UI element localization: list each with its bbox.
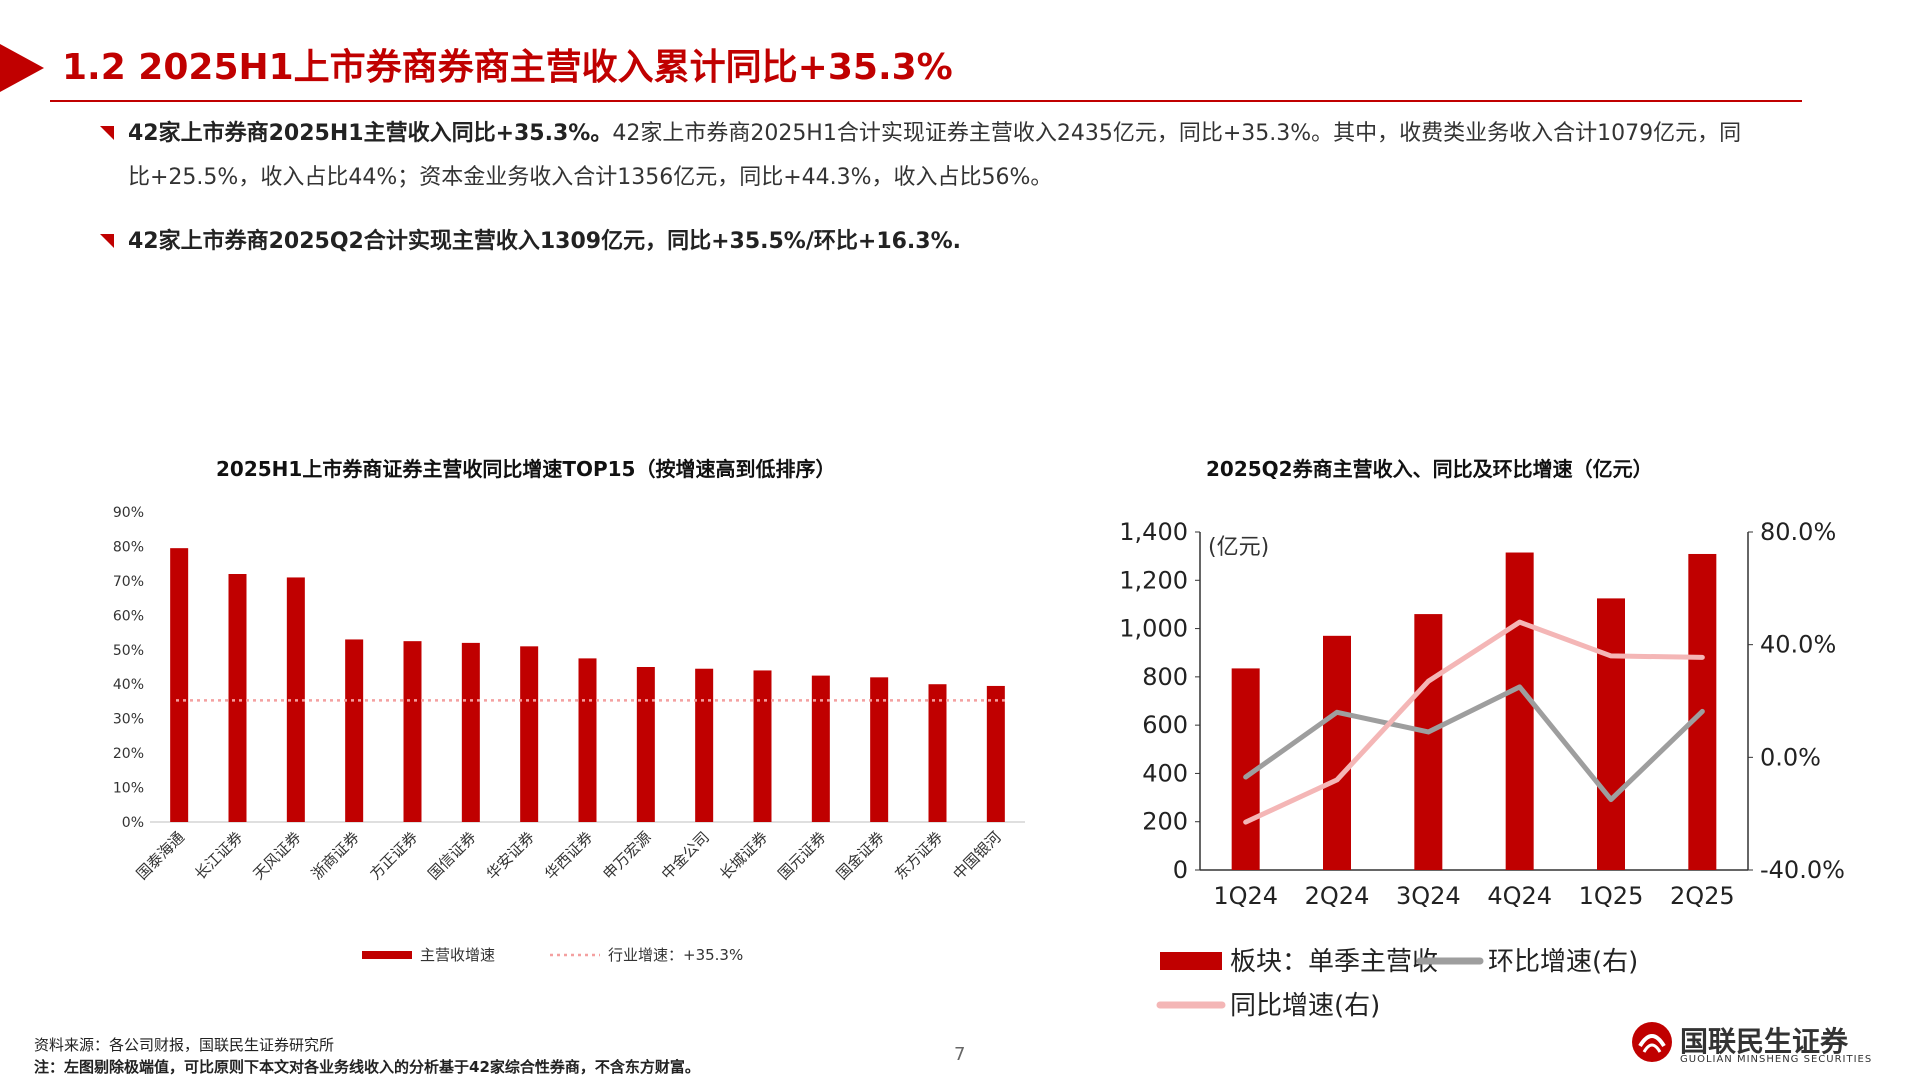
bullet-marker (100, 234, 114, 248)
bar (870, 677, 889, 822)
page-number: 7 (954, 1044, 966, 1065)
left-tick-label: 1,000 (1119, 615, 1188, 643)
y-tick-label: 70% (113, 574, 144, 590)
left-tick-label: 600 (1142, 711, 1188, 739)
bar (578, 658, 597, 822)
x-tick-label: 中金公司 (658, 828, 713, 883)
legend-label: 板块：单季主营收 (1230, 947, 1438, 977)
legend-label: 同比增速(右) (1230, 991, 1380, 1021)
right-combo-chart: 0 200 400 600 800 1,000 1,200 1,400 -40.0% 0.0% 40… (1119, 518, 1845, 1021)
y-tick-label: 40% (113, 677, 144, 693)
x-tick-label: 东方证券 (891, 828, 946, 883)
title-divider (50, 100, 1802, 102)
x-tick-label: 长江证券 (191, 828, 246, 883)
x-tick-label: 中国银河 (949, 828, 1004, 883)
legend-label: 行业增速：+35.3% (608, 946, 743, 964)
bullet-1: 42家上市券商2025H1主营收入同比+35.3%。42家上市券商2025H1合… (100, 112, 1760, 200)
logo-text-en: GUOLIAN MINSHENG SECURITIES (1680, 1054, 1873, 1065)
bar (636, 667, 655, 822)
bar (170, 548, 189, 822)
y-tick-label: 30% (113, 712, 144, 728)
legend-label: 主营收增速 (420, 946, 495, 964)
x-tick-label: 申万宏源 (599, 828, 654, 883)
left-tick-label: 200 (1142, 808, 1188, 836)
source-note: 资料来源：各公司财报，国联民生证券研究所 (34, 1036, 335, 1054)
bar (811, 675, 830, 822)
y-tick-label: 80% (113, 539, 144, 555)
legend-label: 环比增速(右) (1488, 947, 1638, 977)
x-tick-label: 国元证券 (774, 828, 829, 883)
bar (403, 641, 422, 822)
x-tick-label: 国泰海通 (133, 828, 188, 883)
bar (345, 639, 364, 822)
x-tick-label: 华安证券 (483, 828, 538, 883)
y-tick-label: 60% (113, 608, 144, 624)
x-tick-label: 浙商证券 (308, 828, 363, 883)
bullet-marker (100, 126, 114, 140)
bar (986, 685, 1005, 822)
company-logo: 国联民生证券 GUOLIAN MINSHENG SECURITIES (1630, 1020, 1890, 1065)
bullet-2: 42家上市券商2025Q2合计实现主营收入1309亿元，同比+35.5%/环比+… (100, 220, 1760, 264)
right-tick-label: -40.0% (1760, 856, 1845, 884)
left-axis-unit: (亿元) (1208, 535, 1269, 560)
left-tick-label: 400 (1142, 759, 1188, 787)
bar (1323, 635, 1351, 870)
left-tick-label: 1,200 (1119, 566, 1188, 594)
left-tick-label: 1,400 (1119, 518, 1188, 546)
x-tick-label: 3Q24 (1396, 882, 1461, 910)
logo-text-cn: 国联民生证券 (1680, 1025, 1849, 1058)
x-tick-label: 方正证券 (366, 828, 421, 883)
legend-swatch-bar (1160, 952, 1222, 970)
bar (753, 670, 772, 822)
legend-swatch-bar (362, 951, 412, 959)
x-tick-label: 华西证券 (541, 828, 596, 883)
x-tick-label: 1Q24 (1213, 882, 1278, 910)
bar (1597, 598, 1625, 870)
yoy-growth-line (1243, 619, 1705, 825)
x-tick-label: 长城证券 (716, 828, 771, 883)
footnote: 注：左图剔除极端值，可比原则下本文对各业务线收入的分析基于42家综合性券商，不含… (34, 1058, 700, 1076)
left-tick-label: 0 (1173, 856, 1188, 884)
right-tick-label: 40.0% (1760, 631, 1836, 659)
page-title: 1.2 2025H1上市券商券商主营收入累计同比+35.3% (62, 47, 953, 88)
right-tick-label: 80.0% (1760, 518, 1836, 546)
x-tick-label: 国信证券 (424, 828, 479, 883)
bar (1414, 614, 1443, 870)
x-tick-label: 2Q24 (1305, 882, 1370, 910)
bullet-1-lead: 42家上市券商2025H1主营收入同比+35.3%。 (128, 121, 613, 146)
bar (928, 684, 947, 822)
right-tick-label: 0.0% (1760, 743, 1821, 771)
y-tick-label: 50% (113, 643, 144, 659)
qoq-growth-line (1243, 684, 1705, 803)
bar (520, 646, 539, 822)
y-tick-label: 20% (113, 746, 144, 762)
bullet-1-body: 42家上市券商2025H1合计实现证券主营收入2435亿元，同比+35.3%。其… (128, 121, 1742, 190)
bar (695, 668, 714, 822)
right-chart-title: 2025Q2券商主营收入、同比及环比增速（亿元） (1206, 457, 1653, 481)
title-marker (0, 44, 44, 92)
y-tick-label: 0% (122, 815, 144, 831)
x-tick-label: 天风证券 (249, 828, 304, 883)
x-tick-label: 2Q25 (1670, 882, 1735, 910)
bar (461, 642, 480, 822)
x-tick-label: 4Q24 (1487, 882, 1552, 910)
bullet-2-lead: 42家上市券商2025Q2合计实现主营收入1309亿元，同比+35.5%/环比+… (128, 229, 961, 254)
x-tick-label: 国金证券 (833, 828, 888, 883)
x-tick-label: 1Q25 (1579, 882, 1644, 910)
logo-emblem-icon (1632, 1022, 1672, 1062)
left-tick-label: 800 (1142, 663, 1188, 691)
y-tick-label: 10% (113, 781, 144, 797)
bar (1505, 552, 1534, 870)
bar (228, 574, 247, 822)
left-bar-chart: 0% 10% 20% 30% 40% 50% 60% 70% 80% 90% 国泰海通 长江证券 天风证… (113, 505, 1025, 964)
y-tick-label: 90% (113, 505, 144, 521)
left-chart-title: 2025H1上市券商证券主营收同比增速TOP15（按增速高到低排序） (216, 457, 836, 481)
